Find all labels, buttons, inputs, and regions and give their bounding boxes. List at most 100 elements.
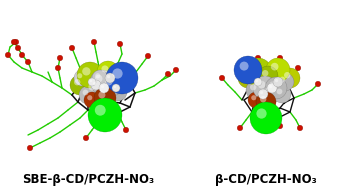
Circle shape [90, 70, 114, 94]
Circle shape [98, 91, 106, 98]
Circle shape [84, 79, 106, 101]
Circle shape [267, 83, 277, 93]
Circle shape [242, 72, 248, 78]
Circle shape [96, 83, 116, 103]
Circle shape [250, 102, 282, 134]
Circle shape [74, 79, 81, 85]
Text: β-CD/PCZH-NO₃: β-CD/PCZH-NO₃ [215, 174, 317, 187]
Circle shape [15, 45, 21, 51]
Circle shape [277, 89, 282, 94]
Circle shape [101, 65, 108, 72]
Circle shape [273, 85, 291, 103]
Circle shape [70, 75, 90, 95]
Circle shape [105, 78, 112, 85]
Circle shape [234, 56, 262, 84]
Circle shape [258, 89, 268, 99]
Circle shape [82, 67, 91, 76]
Circle shape [284, 72, 290, 78]
Circle shape [240, 62, 248, 70]
Circle shape [315, 81, 321, 87]
Circle shape [93, 82, 96, 85]
Circle shape [90, 80, 92, 82]
Circle shape [83, 90, 88, 95]
Circle shape [256, 92, 276, 112]
Circle shape [101, 74, 123, 96]
Circle shape [109, 83, 127, 101]
Circle shape [113, 86, 116, 88]
Circle shape [91, 80, 101, 90]
Circle shape [55, 65, 61, 71]
Circle shape [260, 91, 263, 94]
Circle shape [248, 92, 264, 108]
Circle shape [237, 65, 243, 71]
Circle shape [97, 61, 119, 83]
Circle shape [269, 85, 272, 88]
Circle shape [254, 78, 262, 86]
Circle shape [219, 75, 225, 81]
Circle shape [273, 77, 283, 87]
Circle shape [265, 77, 287, 99]
Circle shape [276, 73, 294, 91]
Circle shape [250, 64, 258, 73]
Circle shape [275, 79, 278, 82]
Circle shape [13, 39, 19, 45]
Circle shape [258, 66, 278, 86]
Circle shape [260, 96, 266, 102]
Circle shape [117, 41, 123, 47]
Circle shape [113, 87, 118, 92]
Circle shape [91, 39, 97, 45]
Circle shape [250, 84, 256, 90]
Circle shape [88, 83, 96, 91]
Circle shape [88, 98, 122, 132]
Circle shape [112, 84, 120, 92]
Circle shape [238, 68, 258, 88]
Circle shape [173, 67, 179, 73]
Circle shape [95, 73, 100, 78]
Circle shape [264, 88, 270, 94]
Circle shape [277, 55, 283, 61]
Circle shape [19, 52, 25, 58]
Circle shape [87, 95, 92, 100]
Circle shape [95, 105, 106, 116]
Circle shape [258, 81, 266, 88]
Circle shape [101, 85, 104, 88]
Text: SBE-β-CD/PCZH-NO₃: SBE-β-CD/PCZH-NO₃ [22, 174, 154, 187]
Circle shape [79, 86, 97, 104]
Circle shape [255, 55, 261, 61]
Circle shape [246, 80, 266, 100]
Circle shape [262, 70, 268, 76]
Circle shape [277, 123, 283, 129]
Circle shape [253, 76, 277, 100]
Circle shape [105, 73, 115, 83]
Circle shape [256, 80, 258, 82]
Circle shape [256, 108, 267, 119]
Circle shape [123, 127, 129, 133]
Circle shape [165, 71, 171, 77]
Circle shape [25, 59, 31, 65]
Circle shape [295, 65, 301, 71]
Circle shape [77, 73, 82, 78]
Circle shape [112, 68, 123, 79]
Circle shape [11, 39, 17, 45]
Circle shape [260, 84, 280, 104]
Circle shape [259, 123, 265, 129]
Circle shape [92, 70, 108, 86]
Circle shape [94, 87, 116, 109]
Circle shape [74, 70, 90, 86]
Circle shape [280, 77, 285, 82]
Circle shape [270, 81, 276, 88]
Circle shape [69, 45, 75, 51]
Circle shape [84, 92, 100, 108]
Circle shape [27, 145, 33, 151]
Circle shape [88, 78, 96, 86]
Circle shape [100, 87, 106, 93]
Circle shape [5, 52, 11, 58]
Circle shape [266, 58, 290, 82]
Circle shape [271, 63, 279, 70]
Circle shape [99, 83, 109, 93]
Circle shape [244, 58, 272, 86]
Circle shape [57, 55, 63, 61]
Circle shape [77, 62, 103, 88]
Circle shape [83, 135, 89, 141]
Circle shape [237, 125, 243, 131]
